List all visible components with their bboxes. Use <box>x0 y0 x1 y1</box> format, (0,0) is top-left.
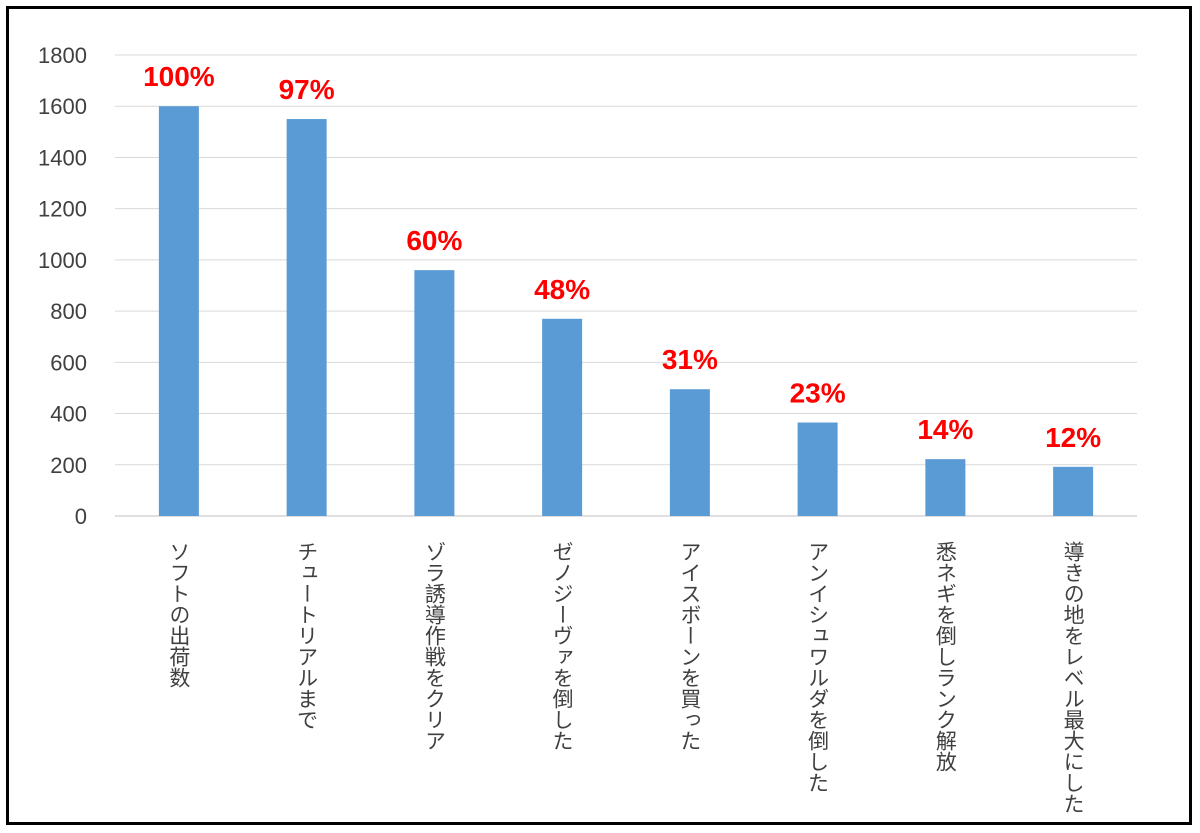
category-label: ゼノジーヴァを倒した <box>550 541 574 751</box>
y-tick-label: 400 <box>50 402 87 427</box>
bar <box>286 119 327 517</box>
data-labels: 100% 97% 60% 48% 31% 23% 14% 12% <box>143 61 1101 453</box>
bar <box>797 422 838 516</box>
chart-frame: 0 200 400 600 800 1000 1200 1400 1600 1800 100% 97… <box>6 6 1192 825</box>
y-tick-label: 1600 <box>38 94 87 119</box>
category-label: ソフトの出荷数 <box>167 541 191 688</box>
category-label: 悉ネギを倒しランク解放 <box>933 541 957 772</box>
category-label: 導きの地をレベル最大にした <box>1061 541 1085 814</box>
data-label: 60% <box>406 225 462 256</box>
y-tick-label: 1000 <box>38 248 87 273</box>
data-label: 12% <box>1045 422 1101 453</box>
bar <box>158 106 199 516</box>
bar <box>669 389 710 516</box>
y-tick-label: 1800 <box>38 43 87 68</box>
category-label: アイスボーンを買った <box>678 541 702 751</box>
bars <box>158 106 1094 517</box>
data-label: 48% <box>534 274 590 305</box>
y-tick-label: 200 <box>50 453 87 478</box>
bar <box>925 459 966 516</box>
bar <box>1053 466 1094 516</box>
y-tick-label: 1400 <box>38 145 87 170</box>
y-tick-label: 0 <box>75 504 87 529</box>
bar <box>542 318 583 516</box>
y-tick-label: 600 <box>50 350 87 375</box>
y-tick-label: 800 <box>50 299 87 324</box>
x-axis-category-labels: ソフトの出荷数 チュートリアルまで ゾラ誘導作戦をクリア ゼノジーヴァを倒した アイスボ… <box>167 541 1085 814</box>
data-label: 97% <box>279 74 335 105</box>
data-label: 14% <box>917 414 973 445</box>
y-tick-label: 1200 <box>38 197 87 222</box>
gridlines <box>115 54 1137 517</box>
data-label: 31% <box>662 344 718 375</box>
bar <box>414 270 455 516</box>
data-label: 23% <box>790 378 846 409</box>
y-axis-tick-labels: 0 200 400 600 800 1000 1200 1400 1600 1800 <box>38 43 87 529</box>
category-label: アンイシュワルダを倒した <box>806 541 830 793</box>
data-label: 100% <box>143 61 215 92</box>
bar-chart: 0 200 400 600 800 1000 1200 1400 1600 1800 100% 97… <box>38 43 1137 814</box>
category-label: ゾラ誘導作戦をクリア <box>422 541 446 751</box>
category-label: チュートリアルまで <box>295 541 319 730</box>
